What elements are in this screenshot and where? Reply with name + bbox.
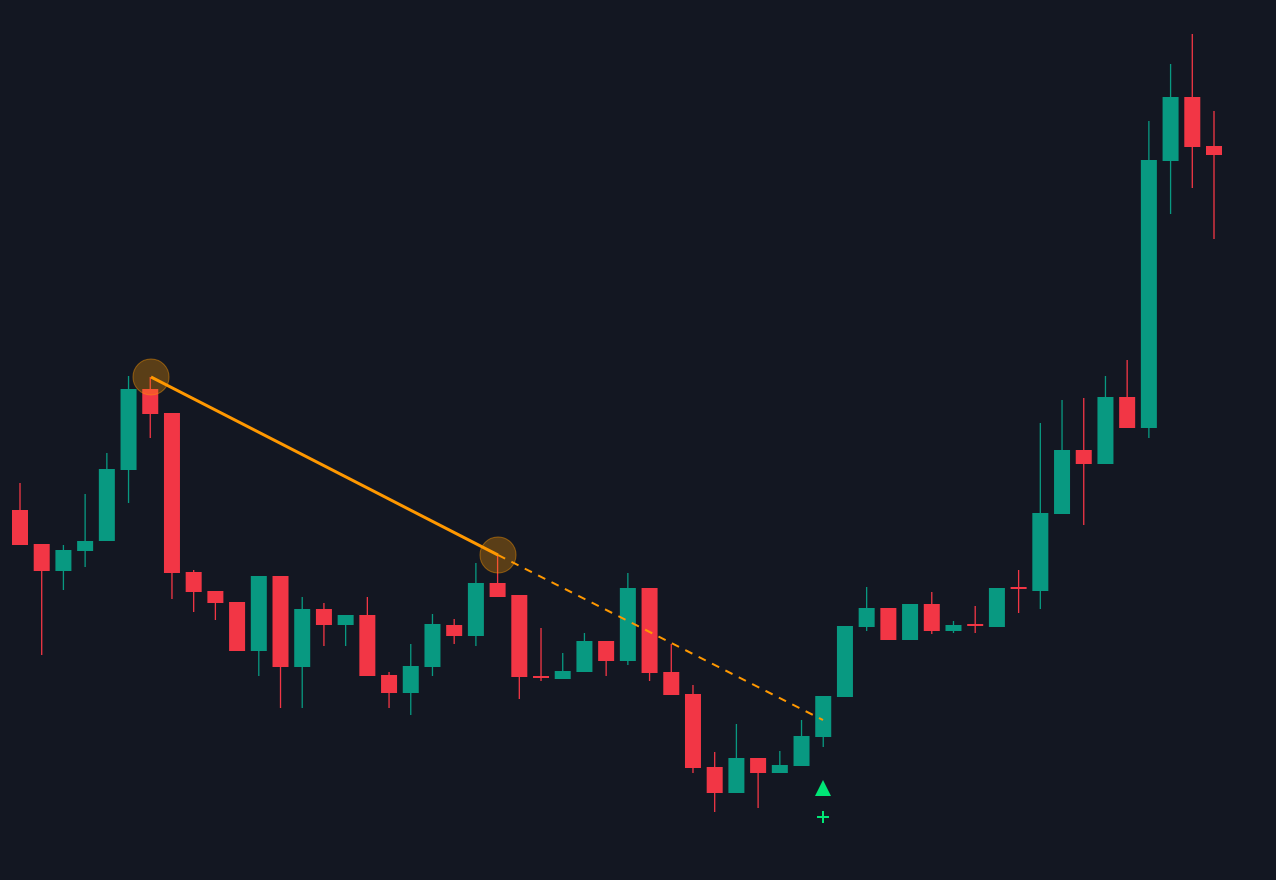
candle-body (988, 588, 1005, 627)
trendline[interactable] (150, 375, 499, 557)
candle-body (967, 624, 984, 626)
candle-body (1162, 97, 1179, 161)
candle-body (185, 572, 202, 592)
candle-body (142, 389, 159, 414)
candle-body (98, 469, 115, 541)
candle-body (619, 588, 636, 661)
candle-body (706, 767, 723, 793)
candle-body (315, 609, 332, 625)
candle-body (489, 583, 506, 597)
candle-body (684, 694, 701, 768)
candle-body (163, 413, 180, 573)
candle-body (229, 602, 246, 651)
candle-body (467, 583, 484, 636)
candle-body (815, 696, 832, 737)
candle-body (1184, 97, 1201, 147)
candle-body (576, 641, 593, 672)
candle-body (77, 541, 94, 551)
candle-body (446, 625, 463, 636)
candle-body (511, 595, 528, 677)
candle-body (554, 671, 571, 679)
candle-body (1206, 146, 1222, 155)
candle-body (120, 389, 137, 470)
candle-body (55, 550, 72, 571)
candle-body (207, 591, 224, 603)
candle-body (402, 666, 419, 693)
candle-body (750, 758, 767, 773)
candle-body (923, 604, 940, 631)
candle-body (771, 765, 788, 773)
candle-body (294, 609, 311, 667)
candle-body (858, 608, 875, 627)
candles (12, 34, 1222, 812)
candle-body (1119, 397, 1136, 428)
signal-arrow (815, 780, 831, 796)
candle-body (793, 736, 810, 766)
candle-body (598, 641, 615, 661)
candle-body (424, 624, 441, 667)
candle-body (945, 625, 962, 631)
candle-body (902, 604, 919, 640)
candle-body (1032, 513, 1049, 591)
candle-body (359, 615, 376, 676)
trendline-drawing (132, 358, 824, 721)
candle-body (337, 615, 354, 625)
trendline-extension (497, 554, 824, 721)
candle-body (1010, 587, 1027, 589)
candle-body (1097, 397, 1114, 464)
candle-body (12, 510, 28, 545)
candle-body (533, 676, 550, 678)
candle-body (250, 576, 267, 651)
candle-body (381, 675, 398, 693)
buy-signal (815, 780, 831, 823)
candle-body (1140, 160, 1157, 428)
candle-body (1075, 450, 1092, 464)
candle-body (663, 672, 680, 695)
candle-body (272, 576, 289, 667)
candle-body (1054, 450, 1071, 514)
candle-body (33, 544, 50, 571)
candle-body (641, 588, 658, 673)
candle-body (880, 608, 897, 640)
candle-body (836, 626, 853, 697)
candle-body (728, 758, 745, 793)
